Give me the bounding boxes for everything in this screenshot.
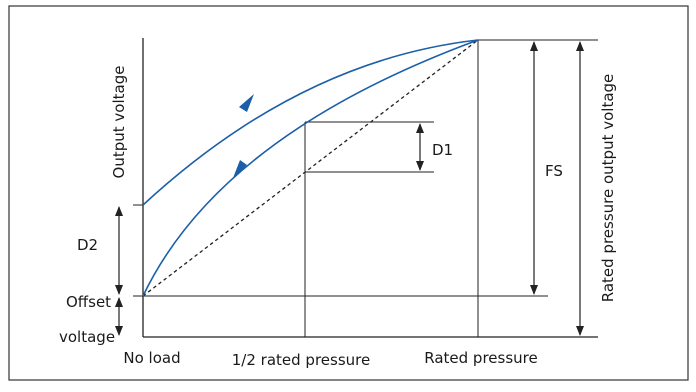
curve-direction-arrow-down [239, 94, 254, 112]
x-label-half-rated: 1/2 rated pressure [232, 351, 370, 369]
x-label-rated: Rated pressure [424, 349, 537, 367]
y-axis-label: Output voltage [110, 66, 128, 179]
decreasing-pressure-curve [142, 39, 479, 206]
ideal-linear-line [142, 39, 479, 297]
diagram-frame [8, 5, 689, 381]
curve-direction-arrow-up [233, 160, 247, 178]
fs-label: FS [545, 162, 563, 180]
increasing-pressure-curve [142, 39, 479, 297]
d1-label: D1 [432, 141, 453, 159]
d2-label: D2 [77, 236, 98, 254]
offset-label-line2: voltage [59, 328, 115, 346]
x-label-no-load: No load [123, 349, 180, 367]
offset-label-line1: Offset [66, 293, 111, 311]
rated-output-label: Rated pressure output voltage [599, 74, 617, 303]
